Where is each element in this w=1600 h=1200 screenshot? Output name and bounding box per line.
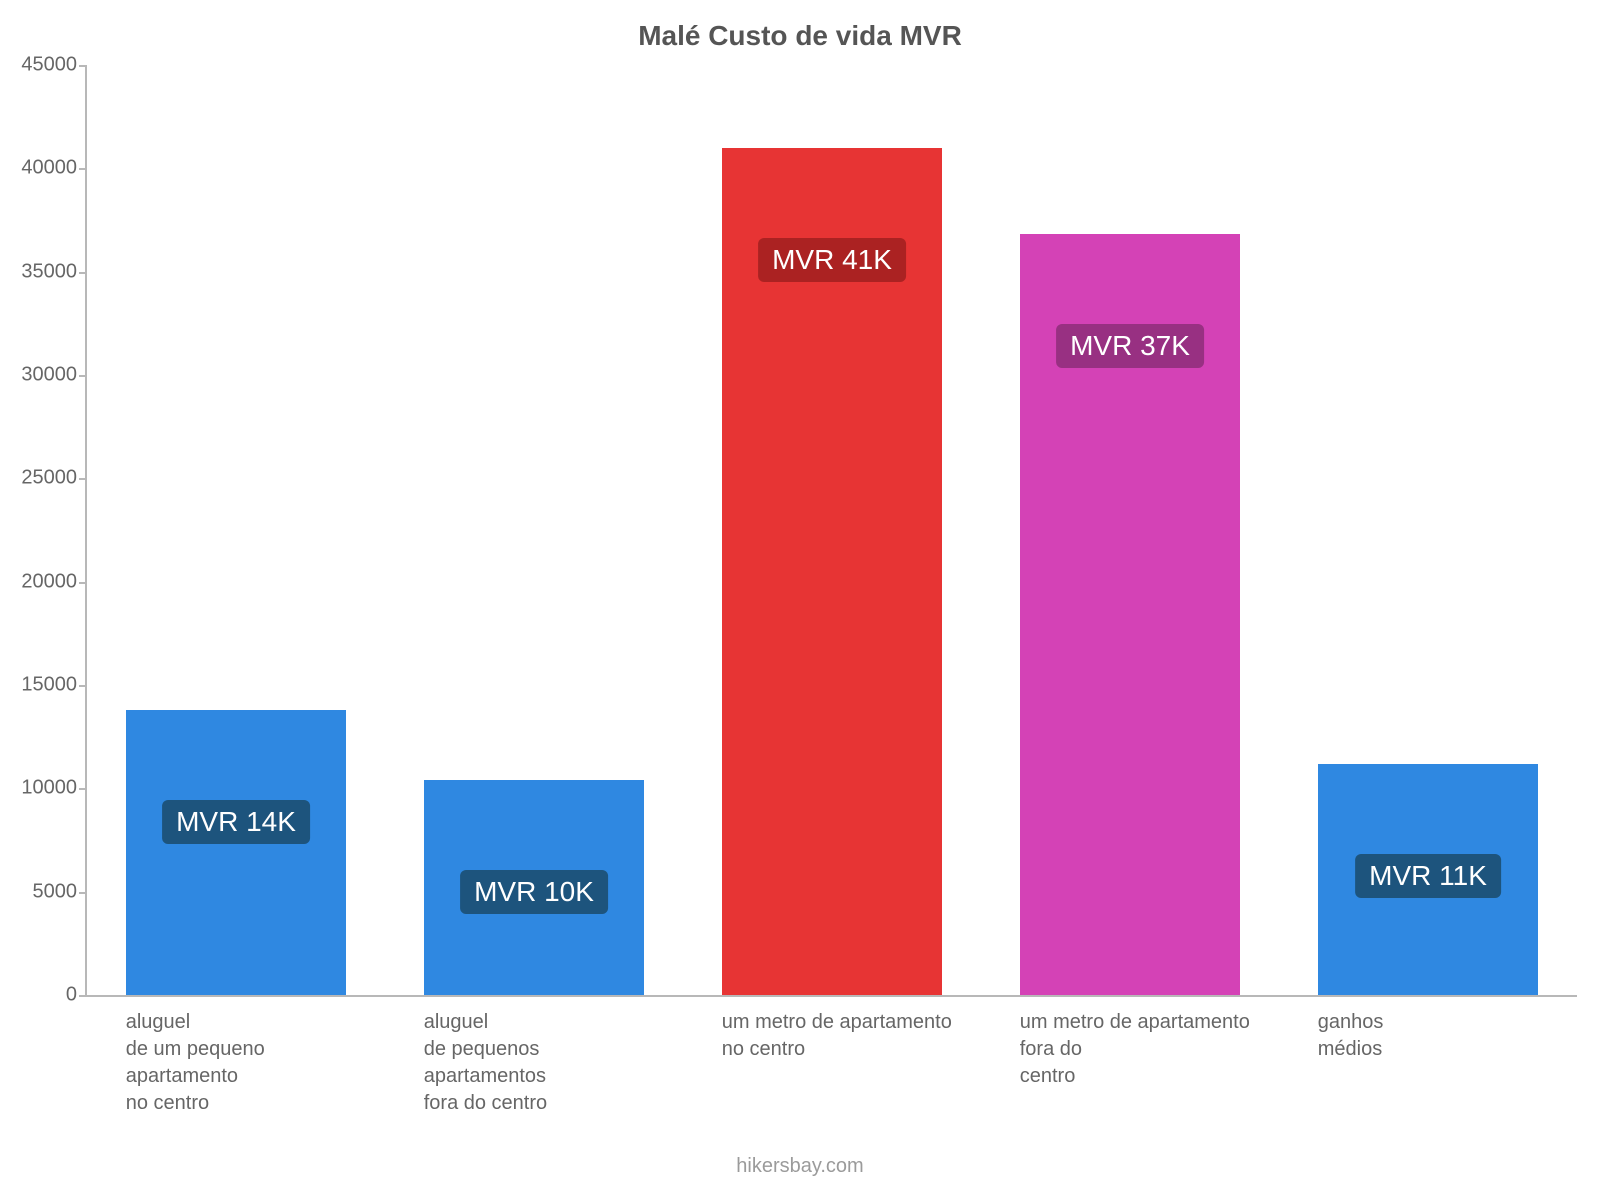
- y-tick-mark: [79, 995, 87, 997]
- y-tick-label: 35000: [21, 260, 77, 283]
- y-tick-mark: [79, 375, 87, 377]
- y-tick-mark: [79, 65, 87, 67]
- bar-value-badge: MVR 10K: [460, 870, 608, 914]
- y-tick-label: 20000: [21, 570, 77, 593]
- y-tick-mark: [79, 788, 87, 790]
- plot-area: 0500010000150002000025000300003500040000…: [85, 65, 1577, 995]
- credit-text: hikersbay.com: [0, 1155, 1600, 1178]
- x-category-label: um metro de apartamento fora do centro: [1020, 1009, 1250, 1090]
- y-tick-mark: [79, 478, 87, 480]
- y-tick-mark: [79, 582, 87, 584]
- y-tick-label: 30000: [21, 364, 77, 387]
- x-category-label: um metro de apartamento no centro: [722, 1009, 952, 1063]
- y-tick-label: 40000: [21, 157, 77, 180]
- y-tick-label: 5000: [33, 880, 78, 903]
- bar-value-badge: MVR 14K: [162, 800, 310, 844]
- x-category-label: aluguel de pequenos apartamentos fora do…: [424, 1009, 547, 1117]
- chart-container: Malé Custo de vida MVR 05000100001500020…: [0, 0, 1600, 1200]
- y-tick-label: 25000: [21, 467, 77, 490]
- chart-title: Malé Custo de vida MVR: [0, 20, 1600, 52]
- bar-value-badge: MVR 37K: [1056, 324, 1204, 368]
- y-tick-label: 0: [66, 984, 77, 1007]
- y-tick-label: 45000: [21, 54, 77, 77]
- y-tick-label: 10000: [21, 777, 77, 800]
- y-tick-mark: [79, 272, 87, 274]
- x-axis-line: [87, 995, 1577, 997]
- y-tick-mark: [79, 892, 87, 894]
- y-tick-mark: [79, 168, 87, 170]
- bar: [126, 710, 347, 995]
- x-category-label: ganhos médios: [1318, 1009, 1384, 1063]
- bar-value-badge: MVR 41K: [758, 238, 906, 282]
- bar-value-badge: MVR 11K: [1355, 854, 1501, 898]
- y-tick-label: 15000: [21, 674, 77, 697]
- x-category-label: aluguel de um pequeno apartamento no cen…: [126, 1009, 265, 1117]
- y-tick-mark: [79, 685, 87, 687]
